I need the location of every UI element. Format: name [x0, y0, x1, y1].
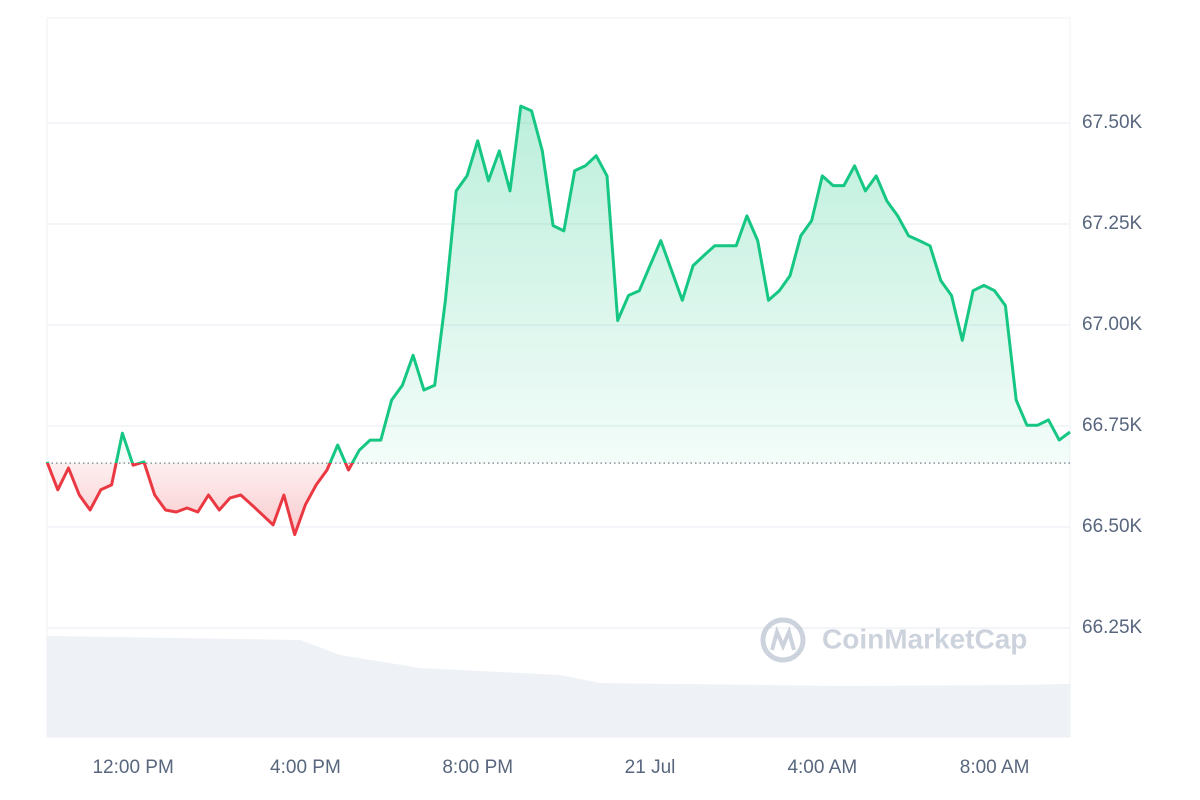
- y-tick-label: 67.25K: [1082, 213, 1143, 234]
- y-tick-label: 66.75K: [1082, 415, 1143, 436]
- x-tick-label: 12:00 PM: [92, 757, 173, 778]
- price-line: [45, 104, 1071, 537]
- x-tick-label: 8:00 PM: [442, 757, 513, 778]
- watermark: CoinMarketCap: [822, 623, 1027, 654]
- y-tick-label: 67.50K: [1082, 112, 1143, 133]
- watermark-logo: [760, 617, 806, 663]
- x-tick-label: 4:00 PM: [270, 757, 341, 778]
- y-tick-label: 67.00K: [1082, 314, 1143, 335]
- y-tick-label: 66.25K: [1082, 617, 1143, 638]
- watermark-logo-mark: [770, 625, 796, 652]
- watermark-group: CoinMarketCap: [760, 617, 1027, 663]
- area: [47, 106, 1070, 535]
- y-tick-label: 66.50K: [1082, 516, 1143, 537]
- x-tick-label: 21 Jul: [625, 757, 676, 778]
- volume-backdrop: [47, 636, 1070, 737]
- x-tick-label: 8:00 AM: [960, 757, 1030, 778]
- x-tick-label: 4:00 AM: [787, 757, 857, 778]
